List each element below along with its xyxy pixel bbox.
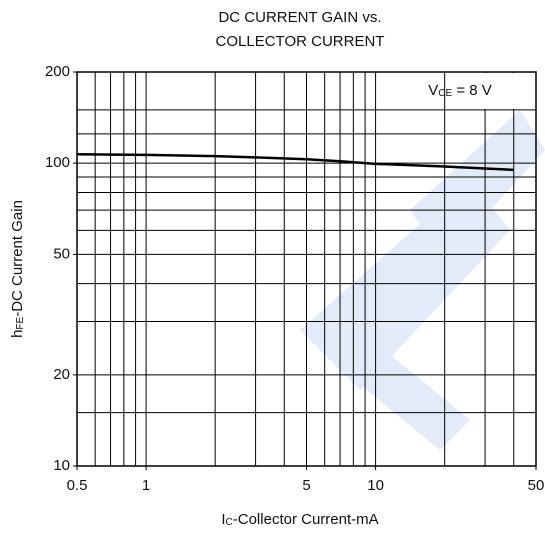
data-line bbox=[76, 153, 514, 172]
watermark-shape bbox=[410, 110, 545, 260]
y-label-sub: FE bbox=[15, 316, 26, 329]
x-axis-label: IC-Collector Current-mA bbox=[221, 511, 378, 528]
chart-title: DC CURRENT GAIN vs. bbox=[218, 9, 381, 26]
y-tick-label: 100 bbox=[45, 154, 70, 171]
x-tick-label: 10 bbox=[367, 477, 384, 494]
x-tick-label: 5 bbox=[302, 477, 310, 494]
chart-title: COLLECTOR CURRENT bbox=[216, 33, 385, 50]
annotation-part: = 8 V bbox=[452, 82, 492, 99]
plot-frame bbox=[76, 71, 537, 467]
annotation-part: V bbox=[428, 82, 438, 99]
y-tick-label: 200 bbox=[45, 63, 70, 80]
annotation-box bbox=[446, 73, 535, 109]
y-axis-label: hFE-DC Current Gain bbox=[9, 200, 26, 338]
watermark-shape bbox=[330, 330, 470, 450]
x-tick-label: 1 bbox=[142, 477, 150, 494]
annotation-sub: CE bbox=[438, 88, 452, 99]
y-tick-label: 50 bbox=[53, 245, 70, 262]
x-tick-label: 0.5 bbox=[67, 477, 88, 494]
x-tick-label: 50 bbox=[528, 477, 545, 494]
annotation: VCE = 8 V bbox=[428, 82, 492, 99]
x-label-sub: C bbox=[226, 517, 233, 528]
y-tick-label: 20 bbox=[53, 366, 70, 383]
x-label-part: -Collector Current-mA bbox=[233, 511, 379, 528]
y-tick-label: 10 bbox=[53, 457, 70, 474]
y-label-part: -DC Current Gain bbox=[9, 200, 26, 317]
y-label-part: h bbox=[9, 330, 26, 338]
x-label-part: I bbox=[221, 511, 225, 528]
